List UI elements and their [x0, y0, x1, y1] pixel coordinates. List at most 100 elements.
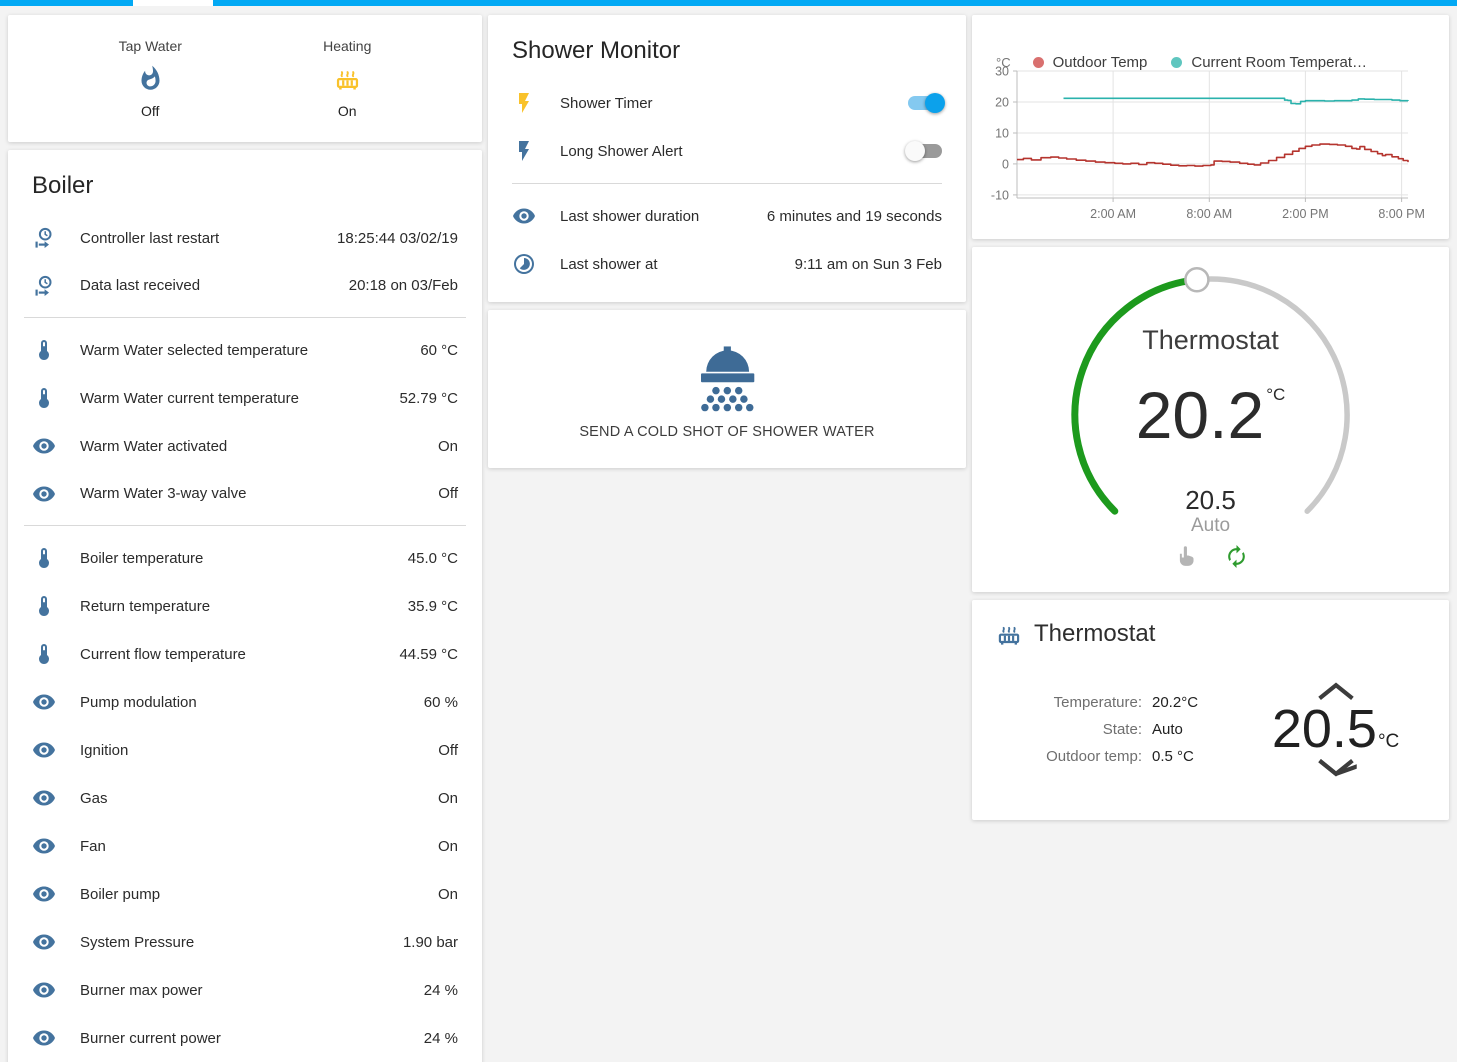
entity-label: Warm Water activated	[80, 437, 228, 455]
eye-icon	[32, 482, 72, 506]
entity-value: 20:18 on 03/Feb	[348, 277, 458, 294]
thermometer-icon	[32, 642, 72, 666]
info-value: 20.2°C	[1152, 693, 1199, 711]
entity-label: Fan	[80, 837, 106, 855]
entity-row[interactable]: Return temperature 35.9 °C	[24, 582, 466, 630]
entity-row[interactable]: Current flow temperature 44.59 °C	[24, 630, 466, 678]
svg-text:10: 10	[995, 127, 1009, 141]
glance-item-state: Off	[141, 103, 160, 119]
info-label: Temperature:	[1053, 693, 1142, 711]
timelapse-icon	[512, 252, 552, 276]
entity-label: Boiler pump	[80, 885, 161, 903]
entity-row[interactable]: Controller last restart 18:25:44 03/02/1…	[24, 214, 466, 262]
svg-text:30: 30	[995, 65, 1009, 79]
entity-value: 9:11 am on Sun 3 Feb	[794, 255, 942, 273]
eye-icon	[32, 834, 72, 858]
glance-card: Tap Water Off Heating On	[8, 15, 482, 142]
svg-text:8:00 AM: 8:00 AM	[1186, 207, 1232, 221]
active-tab-indicator[interactable]	[133, 0, 213, 6]
toggle-row: Long Shower Alert	[504, 127, 950, 175]
dial-current-temperature: 20.2 °C	[1135, 378, 1286, 452]
eye-icon	[32, 690, 72, 714]
cold-shot-button-card[interactable]: SEND A COLD SHOT OF SHOWER WATER	[488, 310, 966, 468]
history-chart-svg: 30 20 10 0 -10 2:00 AM 8:00 AM 2:00 PM 8:00 PM	[991, 65, 1425, 222]
glance-item[interactable]: Tap Water Off	[119, 38, 182, 119]
shower-info-rows: Last shower duration 6 minutes and 19 se…	[504, 192, 950, 288]
eye-icon	[32, 786, 72, 810]
entity-value: 44.59 °C	[399, 645, 458, 663]
toggle-thumb[interactable]	[925, 93, 945, 113]
boiler-card-title: Boiler	[32, 172, 94, 199]
flash-icon	[512, 91, 552, 115]
entity-row[interactable]: Warm Water activated On	[24, 422, 466, 470]
thermostat-dial-card: Thermostat 20.2 °C 20.5 Auto	[972, 247, 1449, 592]
entity-row[interactable]: Burner current power 24 %	[24, 1014, 466, 1062]
legend-dot-icon	[1032, 57, 1044, 68]
eye-icon	[32, 434, 72, 458]
eye-icon	[32, 738, 72, 762]
entity-value: 60 °C	[420, 341, 458, 359]
dial-unit: °C	[1266, 385, 1286, 404]
dashboard: Tap Water Off Heating On Boiler Cont	[0, 6, 1457, 1062]
entity-row[interactable]: Warm Water current temperature 52.79 °C	[24, 374, 466, 422]
entity-row[interactable]: Ignition Off	[24, 726, 466, 774]
entity-label: Warm Water 3-way valve	[80, 485, 247, 502]
app-header-bar	[0, 0, 1457, 6]
toggle-switch[interactable]	[908, 93, 945, 113]
entity-row[interactable]: Data last received 20:18 on 03/Feb	[24, 262, 466, 318]
thermostat-dial-svg[interactable]	[1061, 263, 1361, 548]
entity-row[interactable]: Boiler temperature 45.0 °C	[24, 534, 466, 582]
entity-value: 6 minutes and 19 seconds	[766, 207, 942, 225]
autorenew-icon[interactable]	[1224, 544, 1249, 569]
entity-row[interactable]: Gas On	[24, 774, 466, 822]
info-row: State: Auto	[1014, 721, 1238, 738]
info-label: State:	[1102, 720, 1142, 738]
entity-label: Data last received	[80, 277, 201, 294]
shower-monitor-card: Shower Monitor Shower Timer Long Shower …	[488, 15, 966, 302]
legend-item[interactable]: Current Room Temperat…	[1171, 54, 1367, 71]
dial-knob[interactable]	[1183, 266, 1210, 293]
entity-label: Current flow temperature	[80, 645, 246, 663]
glance-item-state: On	[337, 103, 357, 119]
entity-value: 24 %	[423, 1029, 458, 1047]
eye-icon	[32, 930, 72, 954]
entity-label: Pump modulation	[80, 693, 197, 711]
entity-value: 35.9 °C	[407, 597, 458, 615]
clock-export-icon	[32, 274, 72, 298]
column-middle: Shower Monitor Shower Timer Long Shower …	[488, 15, 966, 468]
svg-text:2:00 PM: 2:00 PM	[1282, 207, 1329, 221]
legend-dot-icon	[1171, 57, 1183, 68]
chart-legend: °C Outdoor Temp Current Room Temperat…	[996, 54, 1391, 71]
toggle-thumb[interactable]	[905, 141, 925, 161]
eye-icon	[32, 978, 72, 1002]
thermometer-icon	[32, 386, 72, 410]
entity-label: Boiler temperature	[80, 549, 204, 567]
thermostat-info-rows: Temperature: 20.2°C State: Auto Outdoor …	[988, 694, 1238, 765]
info-row: Outdoor temp: 0.5 °C	[1014, 748, 1238, 765]
cold-shot-button-label: SEND A COLD SHOT OF SHOWER WATER	[579, 424, 875, 440]
entity-row[interactable]: Boiler pump On	[24, 870, 466, 918]
entity-row[interactable]: Warm Water 3-way valve Off	[24, 470, 466, 526]
thermometer-icon	[32, 546, 72, 570]
entity-row[interactable]: Warm Water selected temperature 60 °C	[24, 326, 466, 374]
entity-label: Warm Water current temperature	[80, 389, 299, 407]
decrease-temperature-button[interactable]	[1315, 758, 1357, 777]
dial-target-temperature: 20.5	[1185, 485, 1236, 515]
entity-row[interactable]: Last shower duration 6 minutes and 19 se…	[504, 192, 950, 240]
column-left: Tap Water Off Heating On Boiler Cont	[8, 15, 482, 1062]
divider	[512, 183, 942, 184]
svg-text:20: 20	[995, 96, 1009, 110]
entity-row[interactable]: Last shower at 9:11 am on Sun 3 Feb	[504, 240, 950, 288]
entity-row[interactable]: Pump modulation 60 %	[24, 678, 466, 726]
legend-item[interactable]: Outdoor Temp	[1032, 54, 1147, 71]
toggle-switch[interactable]	[905, 141, 942, 161]
glance-item[interactable]: Heating On	[323, 38, 371, 119]
hand-pointer-icon	[1173, 544, 1198, 569]
thermostat-info-card: Thermostat Temperature: 20.2°C State: Au…	[972, 600, 1449, 820]
eye-icon	[32, 882, 72, 906]
entity-row[interactable]: Fan On	[24, 822, 466, 870]
info-value: Auto	[1152, 720, 1183, 738]
svg-text:2:00 AM: 2:00 AM	[1090, 207, 1136, 221]
entity-row[interactable]: Burner max power 24 %	[24, 966, 466, 1014]
entity-row[interactable]: System Pressure 1.90 bar	[24, 918, 466, 966]
